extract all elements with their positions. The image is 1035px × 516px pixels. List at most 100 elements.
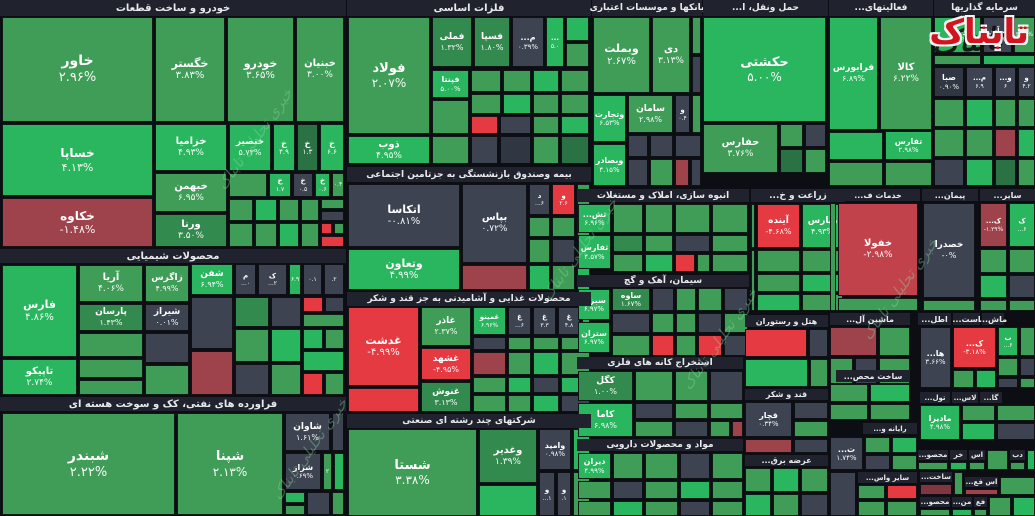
tile[interactable] (998, 358, 1018, 376)
tile-شبندر[interactable]: شبندر ۲.۲۲% (2, 413, 175, 515)
tile[interactable] (473, 337, 506, 350)
tile[interactable] (635, 403, 673, 419)
tile-و[interactable]: و ۰.۴ (675, 95, 690, 133)
tile[interactable] (710, 403, 743, 419)
tile-وبصادر[interactable]: وبصادر ۴.۱۵% (593, 144, 626, 186)
tile[interactable] (533, 94, 559, 114)
tile[interactable] (613, 204, 643, 233)
tile-ورنا[interactable]: ورنا ۳.۵۰% (155, 214, 227, 247)
tile-و...[interactable]: و... ۶ (995, 67, 1016, 97)
tile[interactable] (271, 329, 301, 362)
tile[interactable] (650, 159, 673, 186)
tile[interactable] (675, 421, 708, 437)
tile[interactable] (303, 351, 344, 371)
tile[interactable] (255, 223, 277, 247)
tile[interactable] (645, 453, 678, 479)
tile[interactable] (334, 453, 344, 490)
tile[interactable] (613, 501, 643, 516)
tile[interactable] (680, 501, 710, 516)
tile[interactable] (533, 136, 559, 164)
tile-فپنتا[interactable]: فپنتا ۵.۰۰% (432, 70, 469, 98)
tile[interactable] (794, 402, 828, 419)
tile[interactable] (692, 95, 701, 133)
tile[interactable] (698, 288, 722, 311)
tile[interactable] (757, 274, 800, 292)
tile[interactable] (1027, 450, 1035, 470)
tile[interactable] (675, 235, 710, 252)
tile[interactable] (675, 135, 701, 157)
tile[interactable] (432, 100, 469, 134)
tile[interactable] (503, 94, 531, 114)
tile[interactable] (613, 481, 643, 499)
tile-وتعاون[interactable]: وتعاون ۴.۹۹% (348, 249, 460, 290)
tile[interactable] (301, 223, 319, 247)
tile[interactable] (805, 149, 826, 173)
tile[interactable] (965, 489, 998, 495)
tile-فملی[interactable]: فملی ۱.۳۲% (432, 17, 472, 67)
tile[interactable] (652, 335, 674, 356)
tile-غاذر[interactable]: غاذر ۲.۳۷% (421, 307, 471, 346)
tile[interactable] (810, 359, 828, 387)
tile-کگل[interactable]: کگل ۱.۰۰% (578, 371, 633, 401)
tile[interactable] (635, 421, 673, 437)
tile-و[interactable]: و ۴.۲ (1018, 67, 1035, 97)
tile-وغدیر[interactable]: وغدیر ۱.۳۹% (479, 429, 537, 483)
tile-حفارس[interactable]: حفارس ۳.۷۶% (703, 124, 778, 173)
tile[interactable] (712, 254, 748, 272)
tile-خفولا[interactable]: خفولا -۲.۹۸% (838, 203, 918, 296)
tile[interactable] (529, 265, 550, 290)
tile-و[interactable]: و ۲.۶ (552, 184, 575, 215)
tile[interactable] (1010, 462, 1025, 470)
tile[interactable] (235, 329, 269, 362)
tile[interactable] (255, 199, 277, 221)
tile[interactable] (652, 313, 674, 333)
tile-غشهد[interactable]: غشهد -۴.۹۵% (421, 348, 471, 380)
tile-حکشتی[interactable]: حکشتی ۵.۰۰% (703, 17, 826, 122)
tile-خ[interactable]: خ ۶.۶ (320, 124, 344, 171)
tile[interactable] (745, 439, 792, 453)
tile[interactable] (533, 116, 559, 134)
tile[interactable] (710, 421, 730, 437)
tile-وبملت[interactable]: وبملت ۲.۶۷% (593, 17, 650, 93)
tile[interactable] (987, 450, 1008, 470)
tile[interactable] (303, 314, 344, 327)
tile[interactable] (307, 492, 330, 515)
tile[interactable] (953, 370, 974, 388)
tile[interactable] (809, 329, 828, 357)
tile[interactable] (995, 129, 1016, 157)
tile[interactable] (229, 173, 267, 197)
tile[interactable] (508, 337, 531, 350)
tile[interactable] (348, 388, 419, 412)
tile[interactable] (645, 204, 673, 233)
tile[interactable] (952, 509, 972, 516)
tile-سامان[interactable]: سامان ۲.۹۸% (628, 95, 673, 133)
tile-خبنیان[interactable]: خبنیان ۳.۰۰% (296, 17, 344, 122)
tile[interactable] (997, 423, 1035, 440)
tile[interactable] (830, 472, 856, 516)
tile[interactable] (628, 135, 648, 157)
tile[interactable] (802, 274, 843, 292)
tile-کالا[interactable]: کالا ۶.۲۲% (880, 17, 932, 130)
tile[interactable] (471, 94, 501, 114)
tile-د[interactable]: د ...۶ (529, 184, 550, 215)
tile[interactable] (612, 313, 650, 333)
tile[interactable] (533, 352, 559, 375)
tile-خصدرا[interactable]: خصدرا -۰% (923, 203, 975, 298)
tile[interactable] (962, 423, 995, 440)
tile[interactable] (794, 439, 828, 453)
tile-غدشت[interactable]: غدشت -۴.۹۹% (348, 307, 419, 386)
tile[interactable] (676, 288, 696, 311)
tile[interactable] (879, 327, 910, 356)
tile[interactable] (303, 297, 323, 312)
tile[interactable] (628, 159, 648, 186)
tile-غمینو[interactable]: غمینو ۶.۹۶% (473, 307, 506, 335)
tile[interactable] (235, 364, 269, 395)
tile-فرابورس[interactable]: فرابورس ۶.۸۹% (829, 17, 878, 130)
tile[interactable] (271, 364, 301, 395)
tile[interactable] (645, 481, 678, 499)
tile[interactable] (830, 384, 868, 402)
tile[interactable] (829, 162, 883, 186)
tile[interactable] (191, 351, 233, 395)
tile[interactable] (473, 377, 506, 393)
tile-خ[interactable]: خ ۱.۷ (269, 173, 291, 197)
